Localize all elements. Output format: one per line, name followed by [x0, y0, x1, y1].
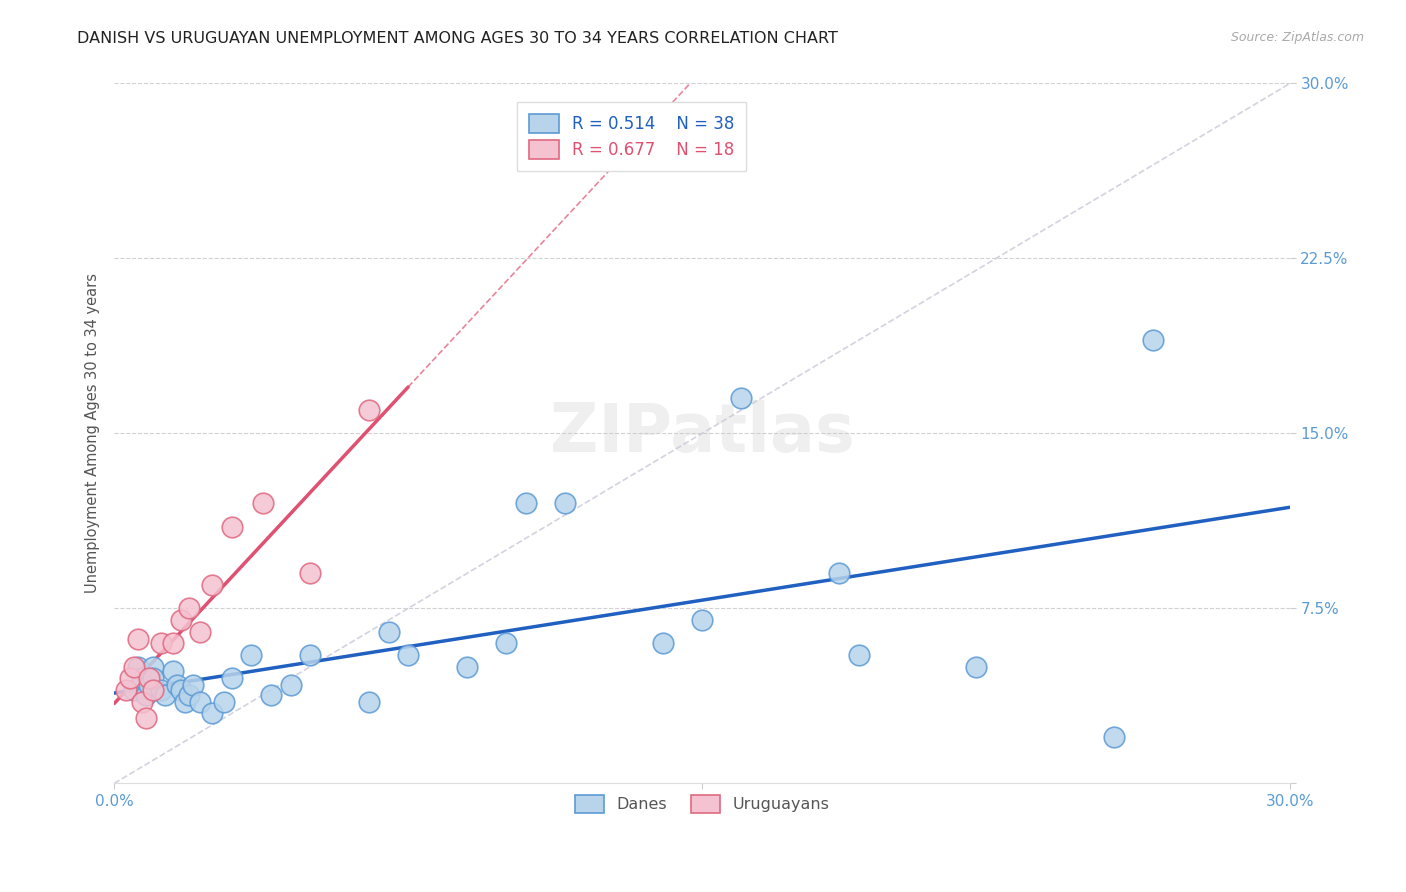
Point: [138, 672, 160, 686]
Point: [1102, 730, 1125, 744]
Point: [357, 403, 380, 417]
Point: [554, 496, 576, 510]
Point: [127, 632, 149, 646]
Point: [240, 648, 263, 662]
Point: [173, 695, 195, 709]
Point: [150, 683, 173, 698]
Point: [177, 688, 200, 702]
Point: [201, 706, 224, 721]
Point: [396, 648, 419, 662]
Point: [135, 688, 157, 702]
Point: [299, 566, 322, 581]
Legend: Danes, Uruguayans: Danes, Uruguayans: [564, 783, 841, 824]
Point: [848, 648, 870, 662]
Point: [252, 496, 274, 510]
Point: [377, 624, 399, 639]
Point: [138, 678, 160, 692]
Point: [515, 496, 537, 510]
Point: [190, 695, 212, 709]
Point: [190, 624, 212, 639]
Point: [456, 659, 478, 673]
Point: [201, 578, 224, 592]
Point: [221, 520, 243, 534]
Point: [122, 659, 145, 673]
Point: [153, 688, 176, 702]
Point: [965, 659, 987, 673]
Point: [115, 683, 138, 698]
Point: [122, 683, 145, 698]
Point: [131, 695, 153, 709]
Point: [828, 566, 851, 581]
Point: [142, 659, 165, 673]
Text: ZIPatlas: ZIPatlas: [550, 401, 855, 467]
Point: [142, 683, 165, 698]
Point: [166, 678, 188, 692]
Point: [127, 659, 149, 673]
Text: Source: ZipAtlas.com: Source: ZipAtlas.com: [1230, 31, 1364, 45]
Point: [260, 688, 283, 702]
Y-axis label: Unemployment Among Ages 30 to 34 years: Unemployment Among Ages 30 to 34 years: [86, 274, 100, 593]
Point: [495, 636, 517, 650]
Point: [181, 678, 204, 692]
Point: [150, 636, 173, 650]
Text: DANISH VS URUGUAYAN UNEMPLOYMENT AMONG AGES 30 TO 34 YEARS CORRELATION CHART: DANISH VS URUGUAYAN UNEMPLOYMENT AMONG A…: [77, 31, 838, 46]
Point: [690, 613, 713, 627]
Point: [142, 672, 165, 686]
Point: [357, 695, 380, 709]
Point: [212, 695, 235, 709]
Point: [131, 672, 153, 686]
Point: [730, 392, 752, 406]
Point: [299, 648, 322, 662]
Point: [162, 636, 184, 650]
Point: [177, 601, 200, 615]
Point: [170, 613, 193, 627]
Point: [170, 683, 193, 698]
Point: [651, 636, 673, 650]
Point: [162, 665, 184, 679]
Point: [1142, 333, 1164, 347]
Point: [221, 672, 243, 686]
Point: [135, 711, 157, 725]
Point: [280, 678, 302, 692]
Point: [118, 672, 141, 686]
